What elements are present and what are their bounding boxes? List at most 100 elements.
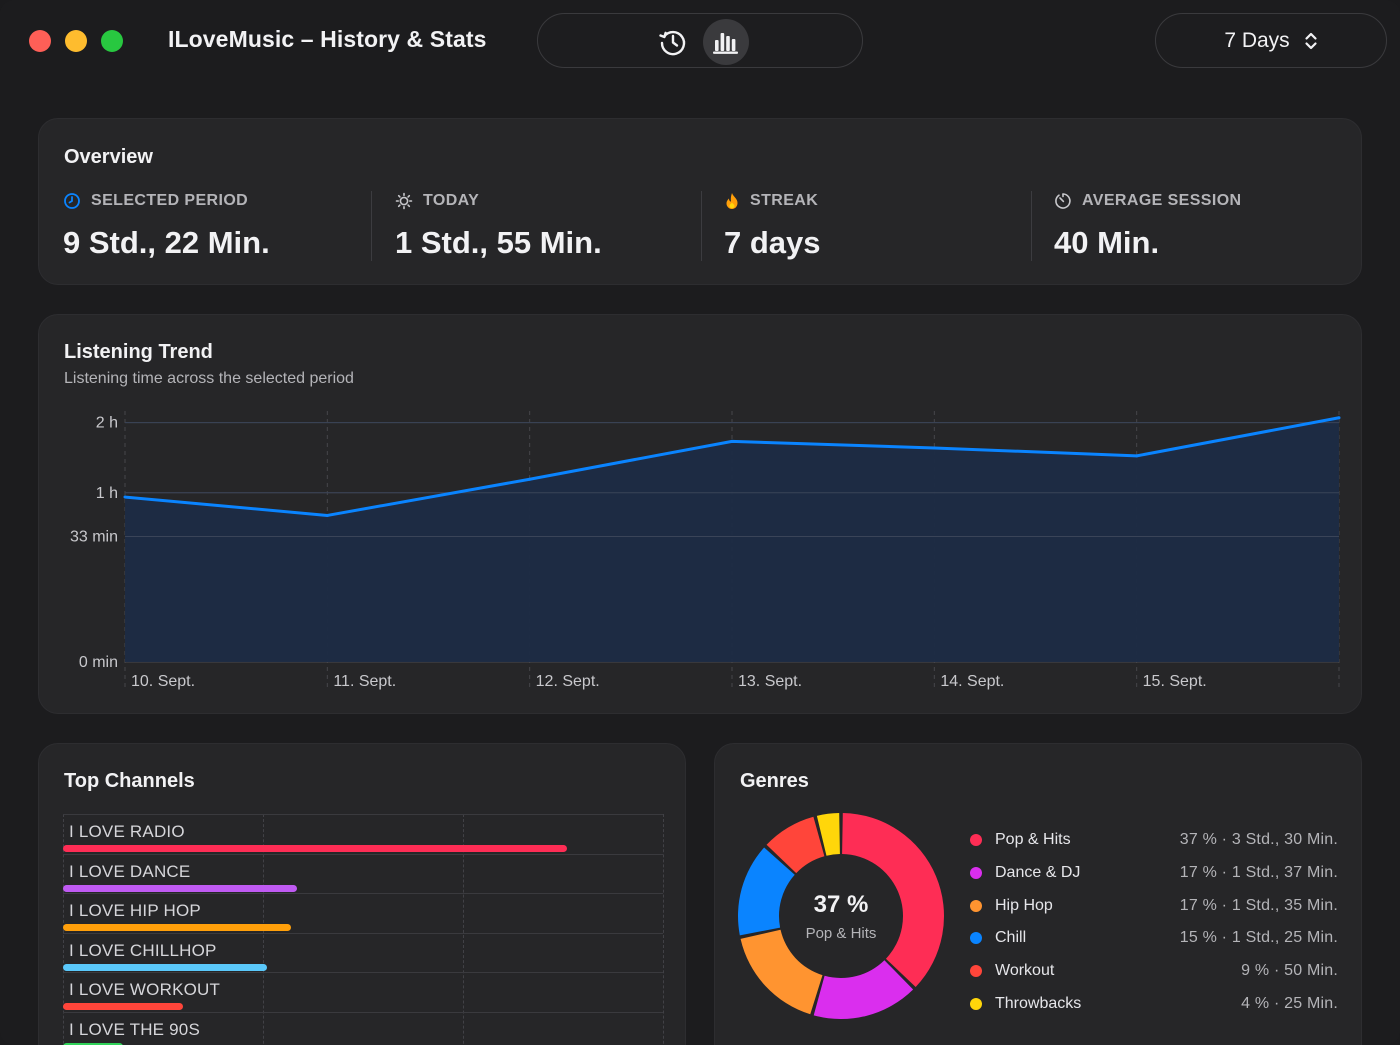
genre-slice[interactable] bbox=[738, 847, 795, 936]
divider bbox=[371, 191, 372, 261]
channel-gridline bbox=[663, 814, 664, 1045]
overview-card: Overview SELECTED PERIOD 9 Std., 22 Min. bbox=[38, 118, 1362, 285]
sun-icon bbox=[395, 192, 413, 210]
legend-name: Hip Hop bbox=[995, 896, 1053, 914]
divider bbox=[1031, 191, 1032, 261]
genres-donut-chart bbox=[738, 813, 944, 1019]
legend-value: 17 % · 1 Std., 37 Min. bbox=[1179, 864, 1338, 882]
stat-today: TODAY 1 Std., 55 Min. bbox=[395, 191, 602, 261]
trend-point bbox=[528, 477, 532, 481]
overview-title: Overview bbox=[64, 146, 153, 168]
trend-point bbox=[325, 513, 329, 517]
chevron-up-down-icon bbox=[1305, 32, 1317, 49]
history-tab-button[interactable] bbox=[650, 19, 696, 65]
x-tick-label: 12. Sept. bbox=[536, 673, 600, 690]
listening-trend-card: Listening Trend Listening time across th… bbox=[38, 314, 1362, 714]
channel-bar bbox=[63, 1003, 183, 1010]
genres-legend: Pop & Hits 37 % · 3 Std., 30 Min. Dance & … bbox=[968, 824, 1338, 1020]
legend-value: 17 % · 1 Std., 35 Min. bbox=[1179, 896, 1338, 914]
channel-bar bbox=[63, 1042, 123, 1045]
view-switcher bbox=[537, 13, 863, 68]
y-tick-label: 2 h bbox=[96, 415, 118, 432]
trend-point bbox=[1337, 416, 1341, 420]
window-title: ILoveMusic – History & Stats bbox=[168, 26, 487, 52]
channels-title: Top Channels bbox=[64, 770, 195, 792]
legend-dot bbox=[970, 834, 982, 847]
channel-row[interactable]: I LOVE RADIO bbox=[63, 814, 663, 853]
legend-dot bbox=[970, 932, 982, 945]
genre-slice[interactable] bbox=[842, 813, 944, 987]
trend-point bbox=[730, 439, 734, 443]
donut-center-label: 37 % Pop & Hits bbox=[737, 812, 945, 1020]
legend-name: Workout bbox=[995, 962, 1055, 980]
stat-label: AVERAGE SESSION bbox=[1082, 192, 1242, 209]
legend-dot bbox=[970, 867, 982, 880]
legend-row: Chill 15 % · 1 Std., 25 Min. bbox=[968, 922, 1338, 955]
stat-label: STREAK bbox=[750, 192, 819, 209]
stat-value: 40 Min. bbox=[1054, 225, 1160, 260]
period-selector[interactable]: 7 Days bbox=[1155, 13, 1387, 68]
clock-icon bbox=[64, 193, 80, 209]
trend-point bbox=[123, 495, 127, 499]
channel-label: I LOVE HIP HOP bbox=[69, 901, 201, 920]
genre-slice[interactable] bbox=[816, 813, 840, 856]
bar-chart-icon bbox=[713, 33, 738, 54]
channel-label: I LOVE RADIO bbox=[69, 822, 185, 841]
legend-name: Pop & Hits bbox=[995, 831, 1071, 849]
trend-title: Listening Trend bbox=[64, 341, 213, 363]
stat-value: 9 Std., 22 Min. bbox=[63, 225, 270, 260]
minimize-window-button[interactable] bbox=[65, 30, 87, 52]
stats-tab-button[interactable] bbox=[703, 19, 749, 65]
stat-value: 1 Std., 55 Min. bbox=[395, 225, 602, 260]
top-channels-card: Top Channels I LOVE RADIO I LOVE DANCE I L… bbox=[38, 743, 686, 1045]
x-tick-label: 14. Sept. bbox=[940, 673, 1004, 690]
channel-row[interactable]: I LOVE DANCE bbox=[63, 853, 663, 893]
channel-label: I LOVE DANCE bbox=[69, 861, 191, 881]
stat-streak: STREAK 7 days bbox=[724, 191, 821, 261]
channel-row[interactable]: I LOVE HIP HOP bbox=[63, 893, 663, 932]
legend-value: 15 % · 1 Std., 25 Min. bbox=[1179, 929, 1338, 947]
title-bar: ILoveMusic – History & Stats bbox=[0, 0, 1400, 82]
zoom-window-button[interactable] bbox=[101, 30, 123, 52]
trend-chart: 0 min 33 min 1 h 2 h 10. Sept. 11. Sept. 12. S… bbox=[70, 411, 1341, 690]
legend-row: Pop & Hits 37 % · 3 Std., 30 Min. bbox=[968, 824, 1338, 857]
channel-label: I LOVE WORKOUT bbox=[69, 980, 221, 999]
x-tick-label: 11. Sept. bbox=[333, 673, 396, 690]
legend-name: Dance & DJ bbox=[995, 864, 1081, 882]
history-icon bbox=[659, 30, 686, 56]
legend-name: Throwbacks bbox=[995, 994, 1082, 1012]
channel-bar bbox=[63, 884, 297, 892]
genre-slice[interactable] bbox=[740, 929, 823, 1015]
legend-dot bbox=[970, 997, 982, 1010]
genre-slice[interactable] bbox=[766, 816, 825, 874]
stat-average-session: AVERAGE SESSION 40 Min. bbox=[1054, 191, 1242, 261]
x-tick-label: 13. Sept. bbox=[738, 673, 802, 690]
legend-value: 9 % · 50 Min. bbox=[1241, 962, 1338, 980]
channel-bar bbox=[63, 924, 291, 931]
legend-dot bbox=[970, 965, 982, 978]
stat-label: TODAY bbox=[423, 192, 480, 209]
channel-gridline bbox=[463, 814, 464, 1045]
stat-selected-period: SELECTED PERIOD 9 Std., 22 Min. bbox=[63, 191, 270, 261]
channel-label: I LOVE THE 90S bbox=[69, 1019, 200, 1039]
channel-row[interactable]: I LOVE CHILLHOP bbox=[63, 932, 663, 972]
channel-row[interactable]: I LOVE THE 90S bbox=[63, 1011, 663, 1045]
y-tick-label: 33 min bbox=[70, 529, 118, 546]
legend-row: Workout 9 % · 50 Min. bbox=[968, 955, 1338, 988]
divider bbox=[701, 191, 702, 261]
legend-value: 4 % · 25 Min. bbox=[1241, 994, 1338, 1012]
genre-slice[interactable] bbox=[813, 960, 914, 1019]
trend-area bbox=[125, 417, 1339, 662]
trend-point bbox=[932, 446, 936, 450]
x-tick-label: 10. Sept. bbox=[131, 673, 195, 690]
legend-row: Hip Hop 17 % · 1 Std., 35 Min. bbox=[968, 889, 1338, 922]
timer-icon bbox=[1055, 193, 1071, 209]
legend-value: 37 % · 3 Std., 30 Min. bbox=[1179, 831, 1338, 849]
close-window-button[interactable] bbox=[29, 30, 51, 52]
channel-row[interactable]: I LOVE WORKOUT bbox=[63, 972, 663, 1011]
legend-dot bbox=[970, 899, 982, 912]
channel-label: I LOVE CHILLHOP bbox=[69, 940, 217, 960]
channel-bar bbox=[63, 845, 567, 852]
channels-chart: I LOVE RADIO I LOVE DANCE I LOVE HIP HOP I … bbox=[63, 814, 664, 1045]
